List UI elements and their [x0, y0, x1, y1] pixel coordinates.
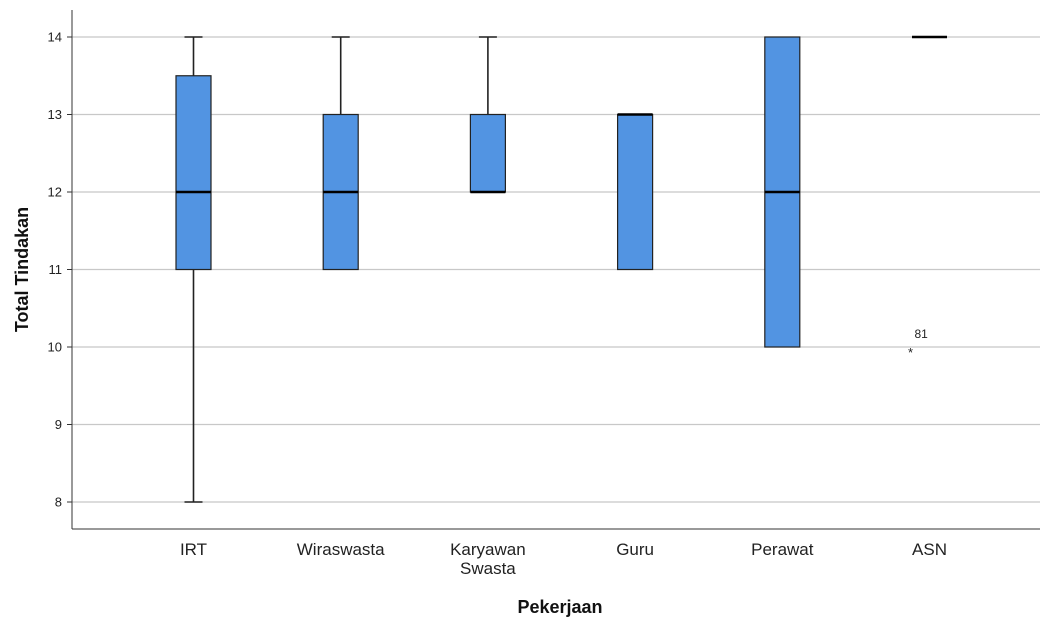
box-group — [616, 113, 654, 271]
outliers-layer: *81 — [908, 327, 928, 360]
box-body — [469, 113, 506, 193]
y-tick-label: 8 — [55, 495, 62, 510]
box-group — [175, 36, 212, 503]
category-label: IRT — [180, 540, 207, 559]
category-label-line: Swasta — [460, 559, 516, 578]
y-tick-label: 14 — [48, 30, 62, 45]
y-tick-label: 12 — [48, 185, 62, 200]
box-body — [616, 113, 654, 271]
category-label-line: Guru — [616, 540, 654, 559]
y-tick-label: 9 — [55, 417, 62, 432]
category-label: Wiraswasta — [297, 540, 385, 559]
outlier-label: 81 — [915, 327, 929, 341]
y-tick-labels: 8 9 10 11 12 13 14 — [48, 30, 62, 510]
box-group — [322, 36, 359, 271]
y-axis-title: Total Tindakan — [12, 207, 32, 332]
category-label: Karyawan Swasta — [450, 540, 526, 578]
category-label-line: ASN — [912, 540, 947, 559]
boxes-layer — [175, 35, 947, 503]
box-group — [469, 36, 506, 194]
category-label-line: Karyawan — [450, 540, 526, 559]
box-group — [764, 36, 801, 348]
x-axis-title: Pekerjaan — [517, 597, 602, 617]
category-label-line: Wiraswasta — [297, 540, 385, 559]
category-labels: IRT Wiraswasta Karyawan Swasta Guru Perawat AS… — [180, 540, 947, 578]
y-tick-label: 13 — [48, 107, 62, 122]
category-label: Perawat — [751, 540, 814, 559]
y-tick-label: 11 — [49, 262, 63, 277]
category-label-line: IRT — [180, 540, 207, 559]
y-tick-label: 10 — [48, 340, 62, 355]
outlier-marker: * — [908, 345, 913, 360]
category-label: ASN — [912, 540, 947, 559]
box-body — [175, 75, 212, 271]
category-label: Guru — [616, 540, 654, 559]
axis-layer — [71, 10, 1040, 530]
grid-layer — [67, 36, 1040, 503]
category-label-line: Perawat — [751, 540, 814, 559]
